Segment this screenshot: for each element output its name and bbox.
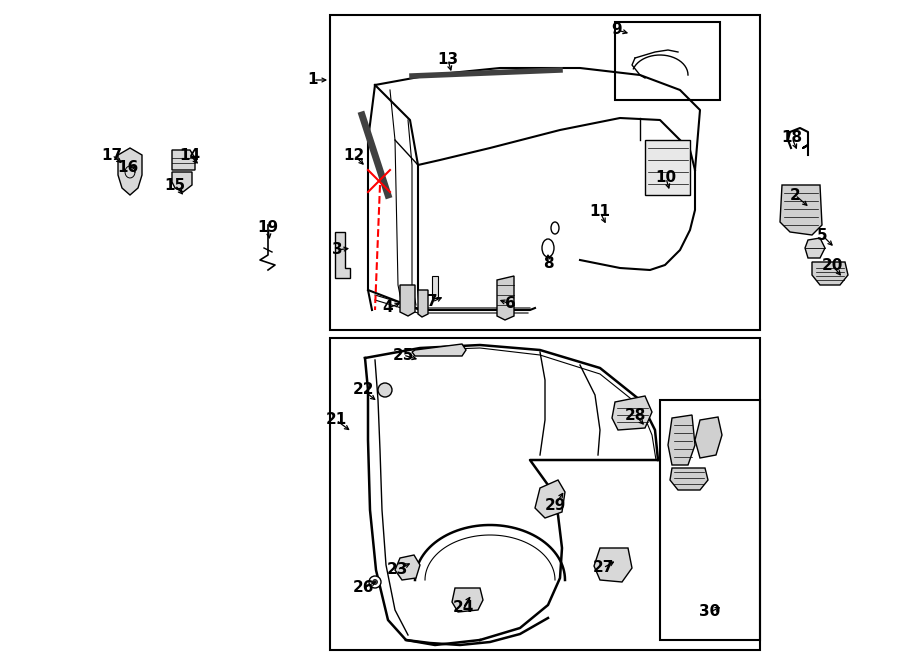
Text: 19: 19	[257, 221, 279, 235]
Text: 5: 5	[816, 227, 827, 243]
Ellipse shape	[373, 580, 377, 584]
Polygon shape	[594, 548, 632, 582]
Text: 16: 16	[117, 161, 139, 176]
Text: 25: 25	[392, 348, 414, 362]
Polygon shape	[812, 262, 848, 285]
Text: 6: 6	[505, 297, 516, 311]
Polygon shape	[668, 415, 695, 465]
Text: 22: 22	[352, 383, 374, 397]
Text: 15: 15	[165, 178, 185, 192]
Polygon shape	[418, 290, 428, 317]
Text: 7: 7	[427, 295, 437, 309]
Polygon shape	[535, 480, 565, 518]
Text: 28: 28	[625, 407, 645, 422]
Polygon shape	[118, 148, 142, 195]
Polygon shape	[497, 276, 514, 320]
Polygon shape	[645, 140, 690, 195]
Polygon shape	[335, 232, 350, 278]
Bar	[330, 15, 760, 330]
Text: 20: 20	[822, 258, 842, 272]
Polygon shape	[172, 150, 195, 170]
Polygon shape	[172, 172, 192, 192]
Text: 21: 21	[326, 412, 346, 428]
Text: 1: 1	[308, 73, 319, 87]
Polygon shape	[695, 417, 722, 458]
Bar	[330, 338, 760, 650]
Ellipse shape	[369, 576, 381, 588]
Text: 13: 13	[437, 52, 459, 67]
Bar	[615, 22, 720, 100]
Polygon shape	[780, 185, 822, 235]
Text: 23: 23	[386, 563, 408, 578]
Text: 12: 12	[344, 147, 364, 163]
Text: 8: 8	[543, 256, 553, 272]
Text: 30: 30	[699, 605, 721, 619]
Text: 24: 24	[453, 600, 473, 615]
Text: 4: 4	[382, 301, 393, 315]
Polygon shape	[395, 555, 420, 580]
Bar	[660, 400, 760, 640]
Bar	[432, 276, 438, 298]
Polygon shape	[400, 285, 415, 316]
Polygon shape	[805, 238, 825, 258]
Text: 14: 14	[179, 147, 201, 163]
Text: 2: 2	[789, 188, 800, 202]
Text: 17: 17	[102, 147, 122, 163]
Polygon shape	[412, 344, 466, 356]
Text: 11: 11	[590, 204, 610, 219]
Text: 9: 9	[612, 22, 622, 38]
Text: 10: 10	[655, 171, 677, 186]
Text: 29: 29	[544, 498, 566, 512]
Text: 18: 18	[781, 130, 803, 145]
Text: 27: 27	[592, 561, 614, 576]
Ellipse shape	[378, 383, 392, 397]
Polygon shape	[452, 588, 483, 612]
Text: 26: 26	[353, 580, 374, 596]
Polygon shape	[612, 396, 652, 430]
Text: 3: 3	[332, 243, 342, 258]
Polygon shape	[670, 468, 708, 490]
